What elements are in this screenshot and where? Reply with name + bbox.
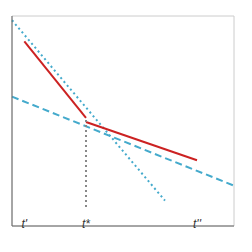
svg-text:t': t'	[22, 217, 28, 231]
svg-text:t*: t*	[82, 217, 90, 231]
svg-text:t'': t''	[193, 217, 202, 231]
